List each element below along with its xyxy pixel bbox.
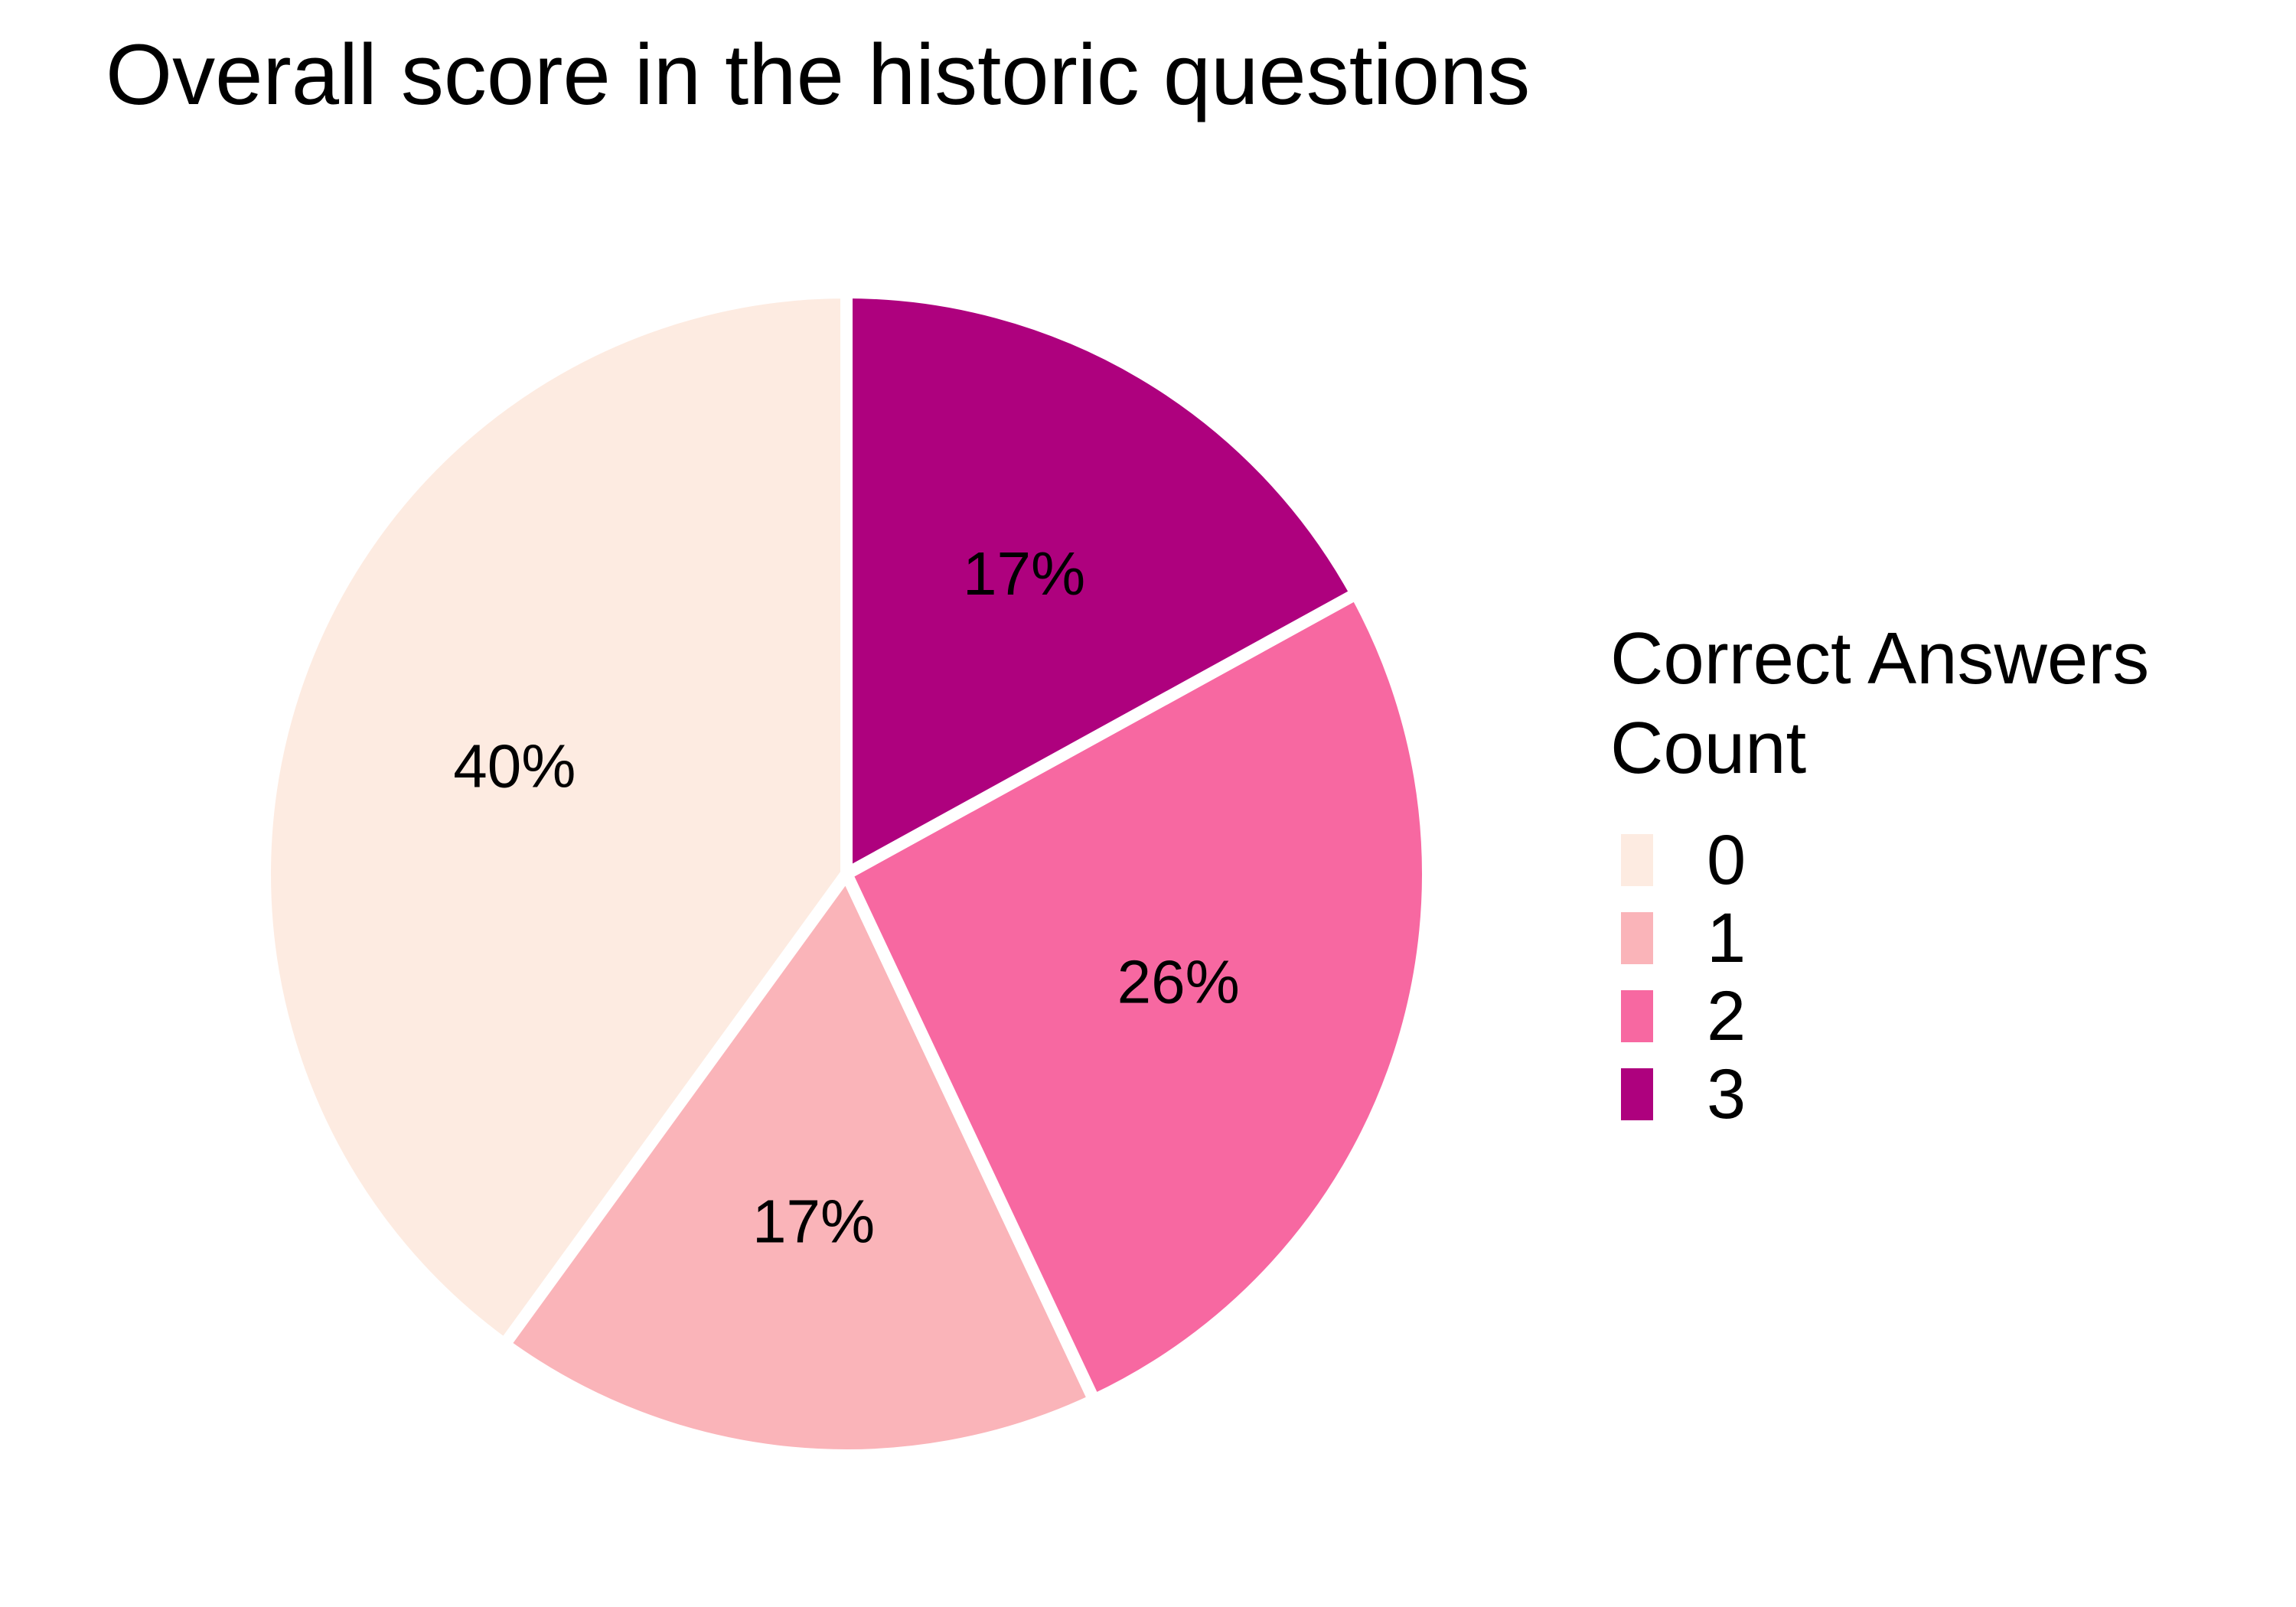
pie-slice-label-3: 17%	[963, 539, 1085, 608]
pie-slice-label-1: 17%	[752, 1187, 875, 1255]
legend-label-0: 0	[1707, 821, 1746, 899]
legend-label-1: 1	[1707, 899, 1746, 977]
pie-slice-1	[498, 868, 1101, 1462]
legend-title-line-2: Count	[1610, 707, 1806, 789]
pie-slice-3	[840, 286, 1362, 880]
pie-slices	[259, 286, 1434, 1462]
pie-slice-labels: 40% 17% 26% 17%	[453, 539, 1239, 1255]
pie-slice-label-2: 26%	[1117, 947, 1240, 1015]
legend-label-2: 2	[1707, 977, 1746, 1055]
legend-key-0	[1621, 834, 1653, 886]
legend-key-3	[1621, 1068, 1653, 1120]
legend-key-1	[1621, 912, 1653, 964]
legend-title-line-1: Correct Answers	[1610, 618, 2149, 699]
pie-slice-0	[259, 286, 853, 1351]
pie-slice-label-0: 40%	[453, 732, 576, 800]
legend-label-3: 3	[1707, 1055, 1746, 1133]
legend-key-2	[1621, 990, 1653, 1042]
chart-title: Overall score in the historic questions	[106, 27, 1530, 122]
